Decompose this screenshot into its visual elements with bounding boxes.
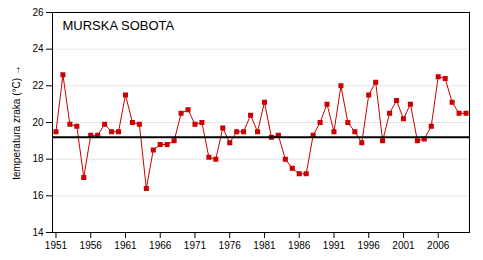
svg-text:16: 16 [32,190,44,201]
svg-text:1951: 1951 [45,240,68,251]
svg-text:24: 24 [32,43,44,54]
svg-text:temperatura zraka (°C) →: temperatura zraka (°C) → [11,65,22,180]
svg-text:1986: 1986 [288,240,311,251]
svg-text:MURSKA SOBOTA: MURSKA SOBOTA [63,18,175,33]
svg-text:1976: 1976 [219,240,242,251]
svg-text:1956: 1956 [80,240,103,251]
svg-text:20: 20 [32,117,44,128]
svg-text:2006: 2006 [427,240,450,251]
svg-text:22: 22 [32,80,44,91]
svg-text:1966: 1966 [149,240,172,251]
svg-text:1981: 1981 [253,240,276,251]
svg-text:2001: 2001 [392,240,415,251]
svg-text:18: 18 [32,153,44,164]
svg-text:26: 26 [32,7,44,18]
svg-text:1971: 1971 [184,240,207,251]
svg-text:1996: 1996 [358,240,381,251]
svg-text:1991: 1991 [323,240,346,251]
svg-text:1961: 1961 [114,240,137,251]
svg-text:14: 14 [32,227,44,238]
